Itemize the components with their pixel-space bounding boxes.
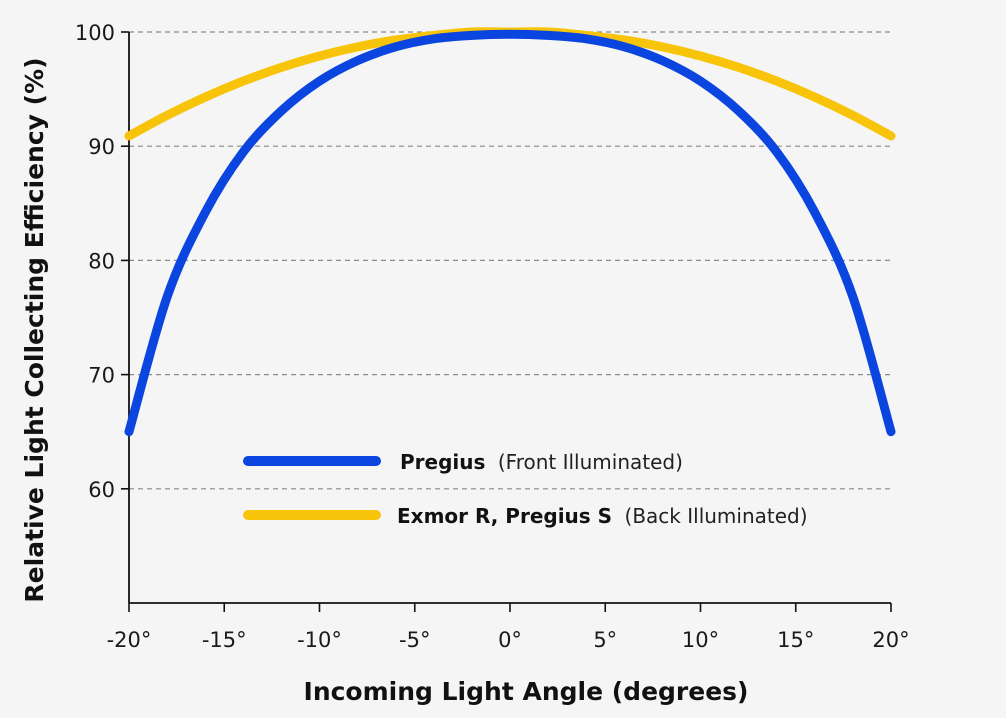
legend-sublabel-pregius: (Front Illuminated) [498, 450, 683, 474]
x-tick-label-20: 20° [872, 628, 909, 652]
y-axis-title: Relative Light Collecting Efficiency (%) [20, 57, 49, 602]
grid-lines [129, 31, 891, 490]
y-tick-label-80: 80 [88, 249, 115, 273]
legend-label-exmor-r-pregius-s: Exmor R, Pregius S [397, 504, 612, 528]
legend-sublabel-exmor-r-pregius-s: (Back Illuminated) [625, 504, 808, 528]
series-line-pregius [124, 29, 896, 437]
y-tick-label-70: 70 [88, 364, 115, 388]
x-tick-label--5: -5° [399, 628, 430, 652]
svg-text:Pregius (Front Illumin: Pregius (Front Illuminated) [400, 450, 683, 474]
y-tick-label-60: 60 [88, 478, 115, 502]
x-tick-label-5: 5° [593, 628, 617, 652]
x-axis-title: Incoming Light Angle (degrees) [304, 677, 749, 706]
x-tick-label--15: -15° [202, 628, 247, 652]
y-tick-label-90: 90 [88, 135, 115, 159]
series-line-exmor-r-pregius-s [124, 27, 896, 141]
x-tick-label-15: 15° [777, 628, 814, 652]
x-tick-label--10: -10° [297, 628, 342, 652]
x-tick-label-0: 0° [498, 628, 522, 652]
legend-label-pregius: Pregius [400, 450, 485, 474]
x-tick-label-10: 10° [682, 628, 719, 652]
series-lines [124, 27, 896, 437]
x-tick-label--20: -20° [107, 628, 152, 652]
axes: 60 70 80 90 100 -20° -15° -10° -5° 0° 5° 10° 15° 20° [75, 21, 910, 652]
legend: Pregius (Front Illuminated) Exmor R, Pre… [243, 450, 808, 528]
svg-text:Exmor R, Pregius S (Ba: Exmor R, Pregius S (Back Illuminated) [397, 504, 808, 528]
y-tick-label-100: 100 [75, 21, 115, 45]
